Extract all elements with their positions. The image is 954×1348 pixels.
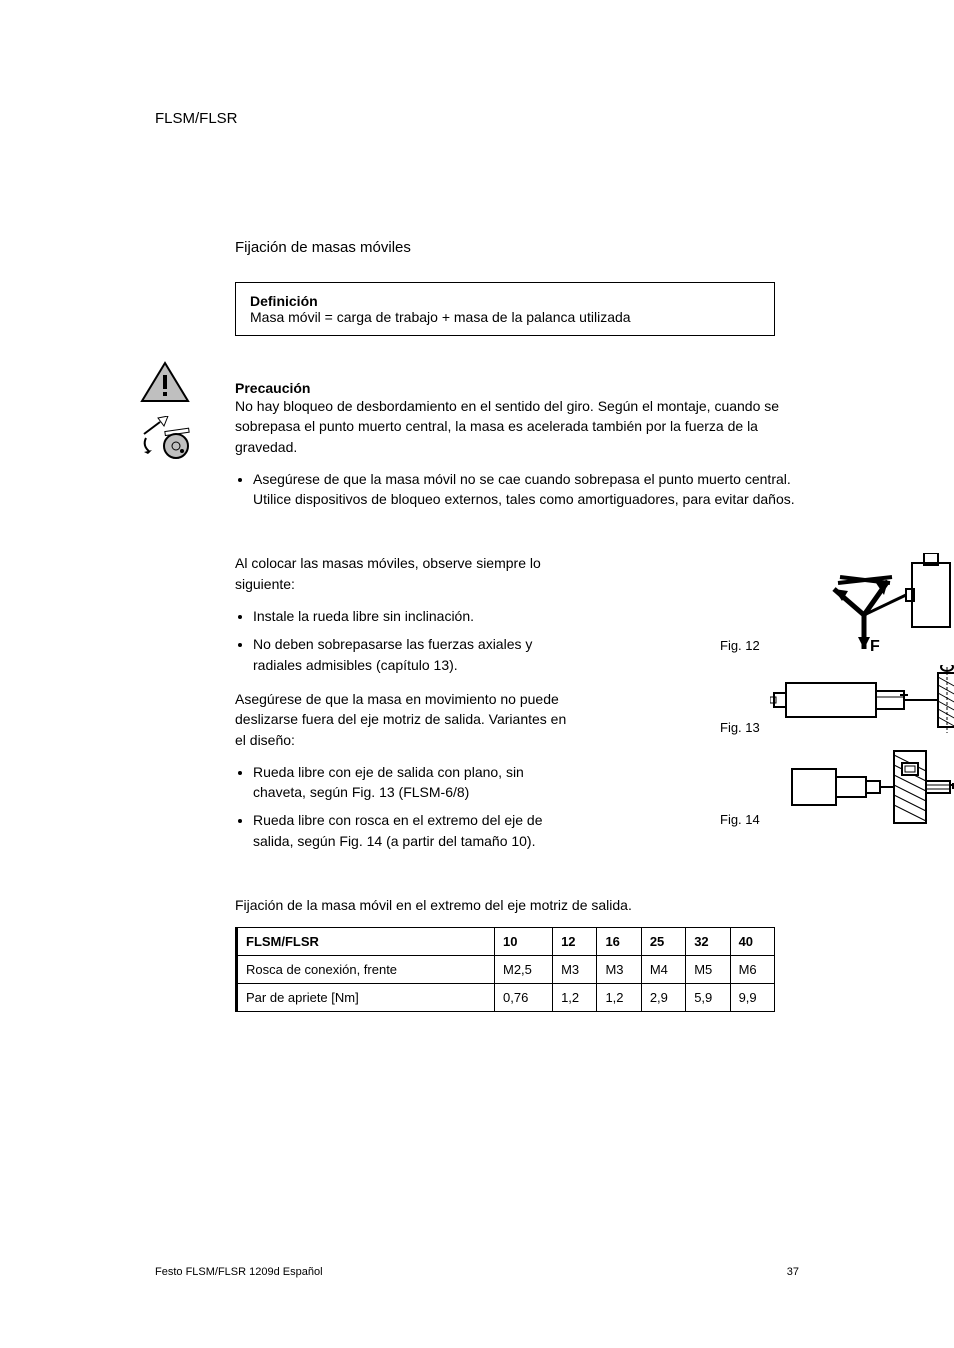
caution-bullet: Asegúrese de que la masa móvil no se cae… (253, 469, 799, 510)
spec-table: FLSM/FLSR 10 12 16 25 32 40 Rosca de con… (235, 927, 775, 1012)
td: 0,76 (495, 984, 553, 1012)
intro-placement: Al colocar las masas móviles, observe si… (235, 553, 571, 594)
th-0: FLSM/FLSR (237, 928, 495, 956)
table-row: Par de apriete [Nm] 0,76 1,2 1,2 2,9 5,9… (237, 984, 775, 1012)
th-4: 25 (641, 928, 685, 956)
table-intro: Fijación de la masa móvil en el extremo … (235, 895, 799, 915)
placement-bullet-1: Instale la rueda libre sin inclinación. (253, 606, 571, 626)
caution-text: No hay bloqueo de desbordamiento en el s… (235, 396, 799, 457)
fig13-label: Fig. 13 (720, 720, 770, 735)
th-3: 16 (597, 928, 641, 956)
td: 9,9 (730, 984, 774, 1012)
td: M3 (553, 956, 597, 984)
caution-bullet-list: Asegúrese de que la masa móvil no se cae… (253, 469, 799, 510)
fig12-image: F (780, 553, 954, 653)
td: M5 (686, 956, 730, 984)
placement-bullets: Instale la rueda libre sin inclinación. … (253, 606, 571, 675)
td: Par de apriete [Nm] (237, 984, 495, 1012)
th-6: 40 (730, 928, 774, 956)
placement-bullet-2: No deben sobrepasarse las fuerzas axiale… (253, 634, 571, 675)
assembly-icon (140, 416, 196, 464)
footer-left: Festo FLSM/FLSR 1209d Español (155, 1266, 323, 1278)
product-header: FLSM/FLSR (155, 110, 799, 127)
td: M4 (641, 956, 685, 984)
td: 5,9 (686, 984, 730, 1012)
fig14-label: Fig. 14 (720, 812, 780, 827)
definition-text: Masa móvil = carga de trabajo + masa de … (250, 309, 760, 325)
svg-text:F: F (870, 638, 880, 653)
fig14-image (780, 747, 954, 827)
th-1: 10 (495, 928, 553, 956)
td: M3 (597, 956, 641, 984)
fig13-image (770, 665, 954, 735)
td: 1,2 (597, 984, 641, 1012)
td: M2,5 (495, 956, 553, 984)
section-title: Fijación de masas móviles (235, 239, 799, 256)
variant-bullet-2: Rueda libre con rosca en el extremo del … (253, 810, 571, 851)
th-2: 12 (553, 928, 597, 956)
variant-bullet-1: Rueda libre con eje de salida con plano,… (253, 762, 571, 803)
page-number: 37 (787, 1266, 799, 1278)
td: M6 (730, 956, 774, 984)
caution-label: Precaución (235, 380, 799, 396)
table-header-row: FLSM/FLSR 10 12 16 25 32 40 (237, 928, 775, 956)
th-5: 32 (686, 928, 730, 956)
td: 1,2 (553, 984, 597, 1012)
fig12-label: Fig. 12 (720, 638, 780, 653)
intro-variants: Asegúrese de que la masa en movimiento n… (235, 689, 571, 750)
definition-label: Definición (250, 293, 760, 309)
table-row: Rosca de conexión, frente M2,5 M3 M3 M4 … (237, 956, 775, 984)
td: 2,9 (641, 984, 685, 1012)
td: Rosca de conexión, frente (237, 956, 495, 984)
variant-bullets: Rueda libre con eje de salida con plano,… (253, 762, 571, 851)
caution-icon (140, 361, 190, 405)
definition-box: Definición Masa móvil = carga de trabajo… (235, 282, 775, 336)
